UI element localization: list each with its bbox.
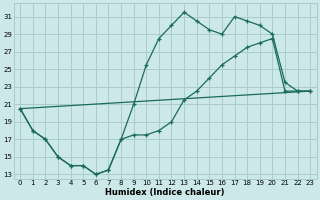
X-axis label: Humidex (Indice chaleur): Humidex (Indice chaleur) bbox=[106, 188, 225, 197]
